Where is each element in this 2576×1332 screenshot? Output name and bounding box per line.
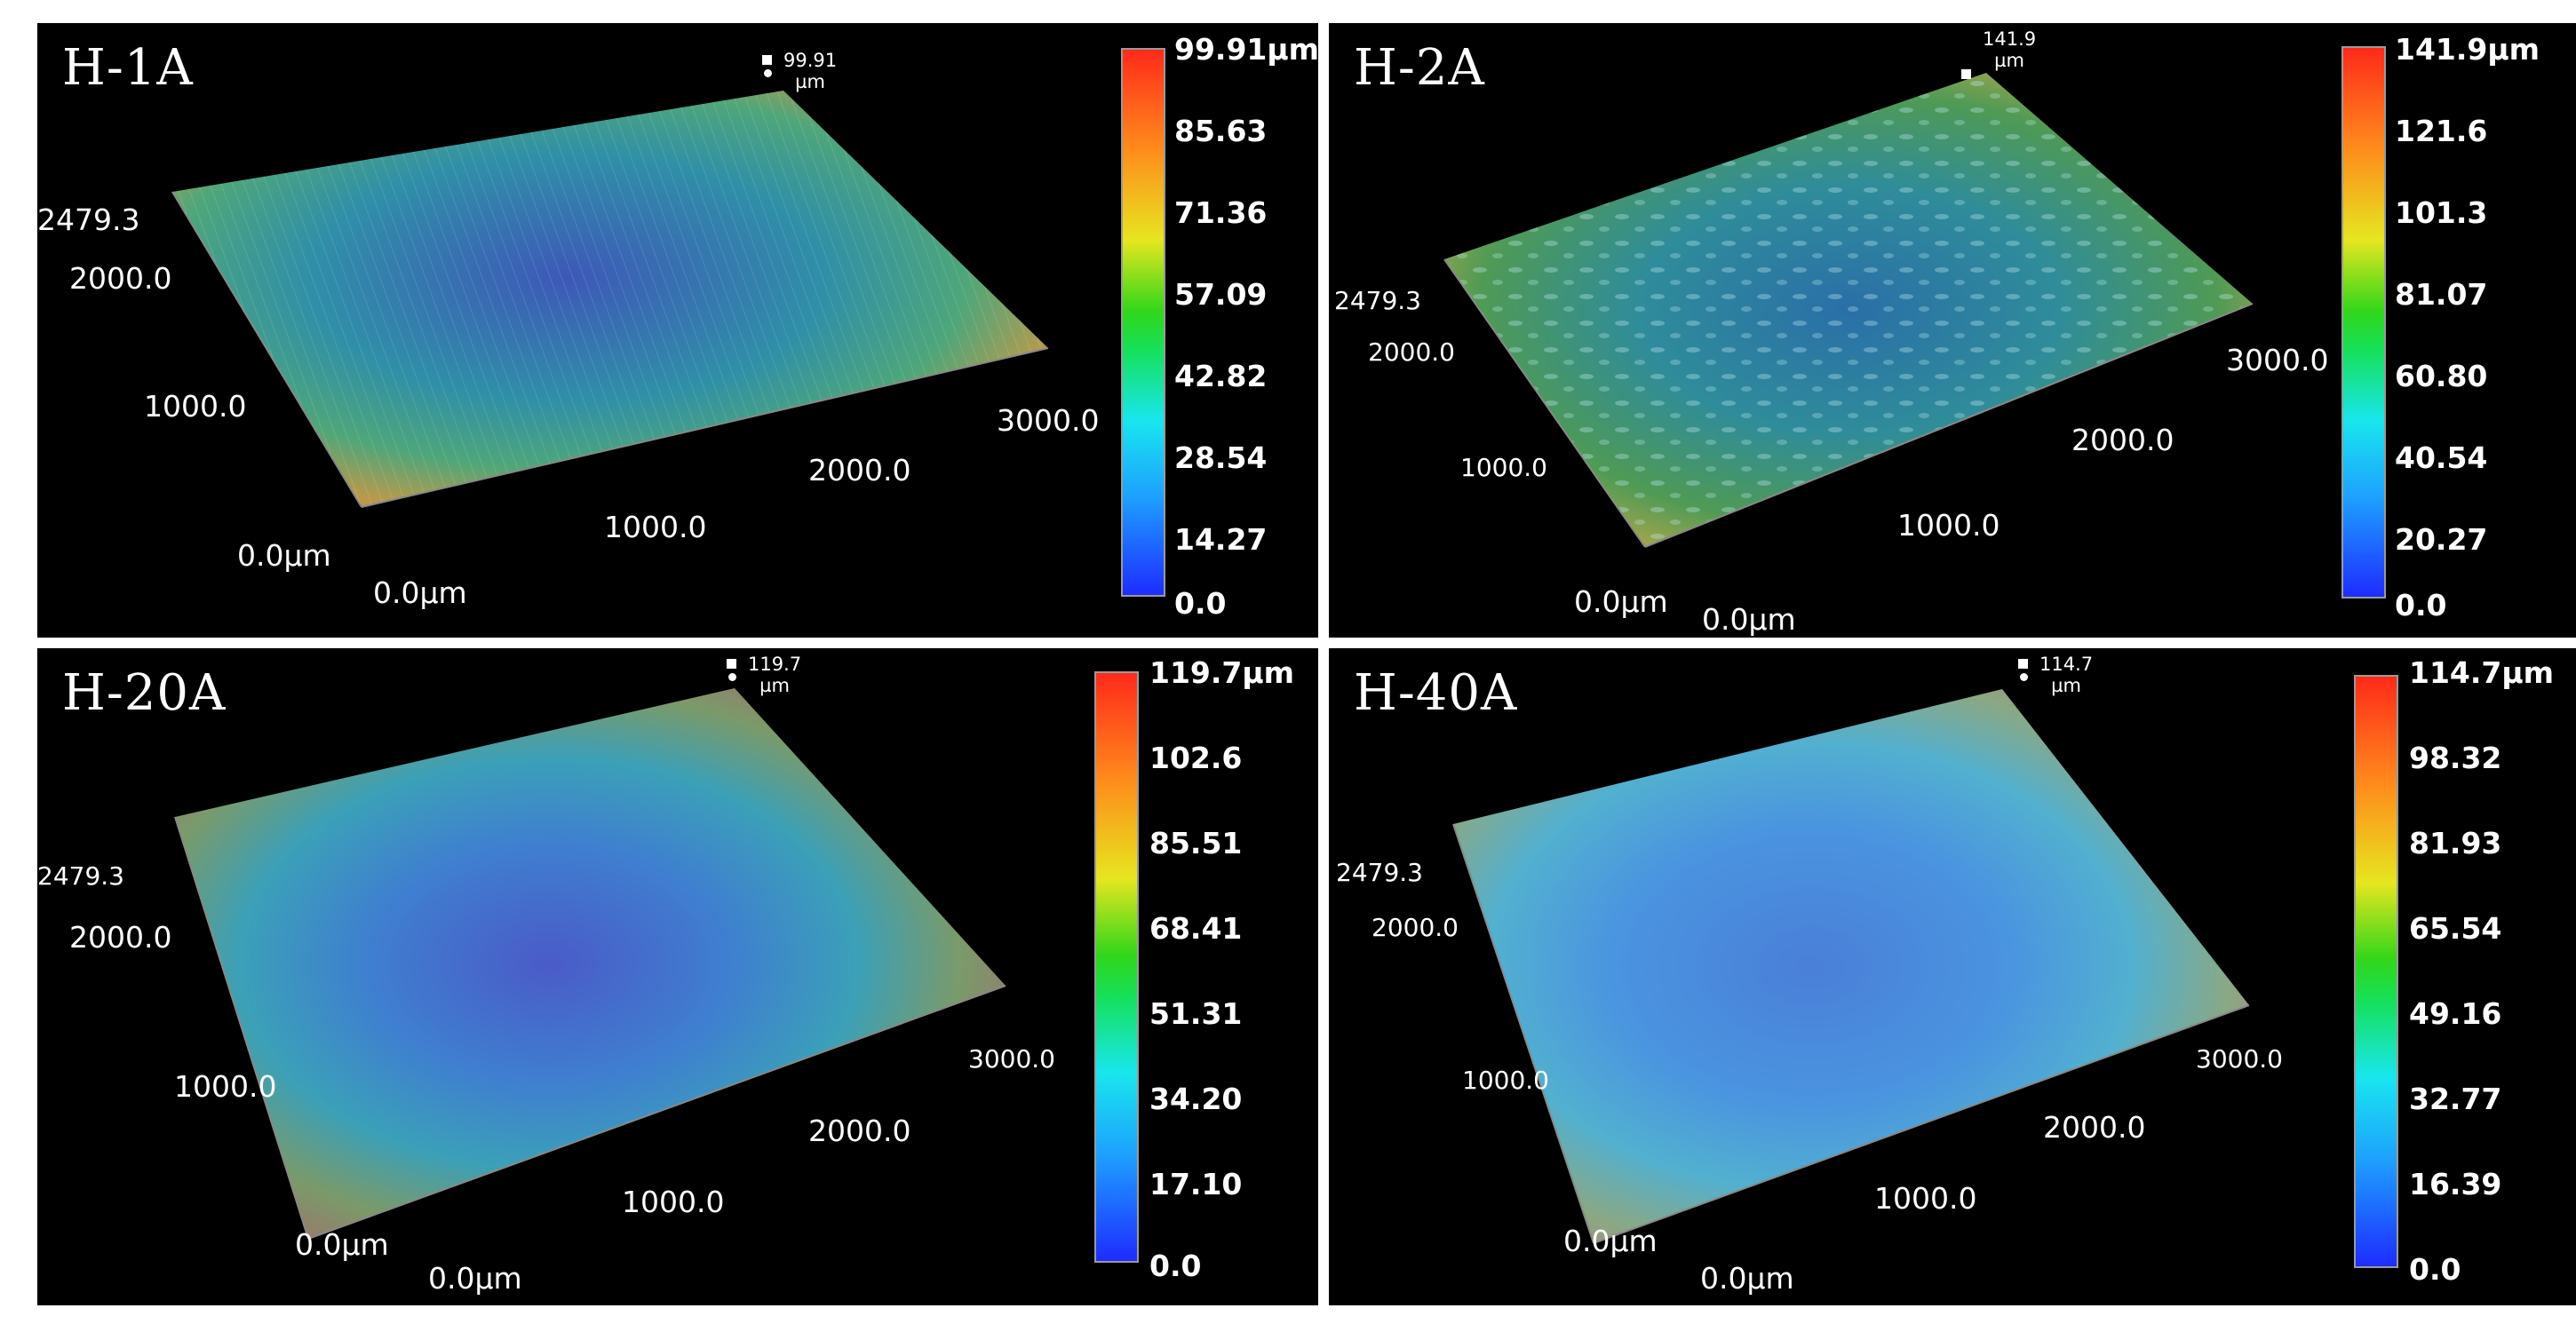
surface-plot bbox=[171, 91, 1049, 508]
color-scale-tick: 85.63 bbox=[1174, 114, 1268, 148]
y-axis-tick: 0.0µm bbox=[237, 538, 331, 573]
x-axis-tick: 1000.0 bbox=[1897, 508, 2000, 543]
color-scale-tick: 71.36 bbox=[1174, 195, 1268, 230]
z-max-label: 119.7 µm bbox=[727, 654, 801, 696]
color-scale-tick: 14.27 bbox=[1174, 522, 1268, 557]
surface-plot bbox=[174, 688, 1006, 1240]
x-axis-tick: 2000.0 bbox=[808, 1114, 911, 1148]
panel-h-2a: H-2A 141.9 µm 2479.3 2000.0 1000.0 0.0µm… bbox=[1329, 23, 2576, 638]
panel-h-20a: H-20A 119.7 µm 2479.3 2000.0 1000.0 0.0µ… bbox=[37, 648, 1318, 1305]
z-axis-marker bbox=[2018, 659, 2028, 669]
color-scale-bar bbox=[1094, 671, 1139, 1263]
color-scale-max: 119.7µm bbox=[1149, 655, 1295, 690]
y-axis-tick: 2479.3 bbox=[37, 861, 124, 891]
x-axis-tick: 1000.0 bbox=[604, 510, 707, 544]
z-axis-marker bbox=[727, 659, 736, 669]
x-axis-tick: 1000.0 bbox=[622, 1185, 725, 1219]
color-scale-tick: 68.41 bbox=[1149, 911, 1243, 946]
color-scale-tick: 17.10 bbox=[1149, 1167, 1243, 1201]
z-max-label: 141.9 µm bbox=[1961, 28, 2036, 79]
y-axis-tick: 0.0µm bbox=[295, 1227, 389, 1262]
x-axis-tick: 0.0µm bbox=[428, 1261, 522, 1296]
y-axis-tick: 1000.0 bbox=[174, 1069, 277, 1104]
panel-h-1a: H-1A 99.91 µm 2479.3 2000.0 1000.0 0.0µm… bbox=[37, 23, 1318, 638]
color-scale-tick: 102.6 bbox=[1149, 741, 1243, 775]
color-scale-tick: 57.09 bbox=[1174, 277, 1268, 312]
x-axis-tick: 2000.0 bbox=[2071, 423, 2174, 457]
y-axis-tick: 2000.0 bbox=[1371, 913, 1459, 942]
x-axis-tick: 0.0µm bbox=[373, 575, 467, 610]
sample-title: H-2A bbox=[1354, 39, 1485, 97]
panel-h-40a: H-40A 114.7 µm 2479.3 2000.0 1000.0 0.0µ… bbox=[1329, 648, 2576, 1305]
x-axis-tick: 1000.0 bbox=[1874, 1181, 1977, 1216]
color-scale-tick: 20.27 bbox=[2395, 522, 2488, 557]
sample-title: H-20A bbox=[62, 664, 227, 722]
color-scale-tick: 28.54 bbox=[1174, 440, 1268, 475]
y-axis-tick: 1000.0 bbox=[1462, 1066, 1549, 1095]
y-axis-tick: 1000.0 bbox=[1460, 453, 1547, 482]
y-axis-tick: 2479.3 bbox=[1334, 286, 1421, 315]
x-axis-tick: 3000.0 bbox=[2196, 1044, 2283, 1074]
y-axis-tick: 2000.0 bbox=[69, 920, 172, 955]
color-scale-tick: 49.16 bbox=[2409, 996, 2502, 1031]
y-axis-tick: 2000.0 bbox=[1368, 337, 1455, 367]
height-surface bbox=[1453, 689, 2249, 1243]
color-scale-tick: 65.54 bbox=[2409, 911, 2502, 946]
color-scale-min: 0.0 bbox=[2395, 588, 2447, 622]
color-scale-tick: 32.77 bbox=[2409, 1082, 2502, 1116]
color-scale-tick: 98.32 bbox=[2409, 741, 2502, 775]
color-scale-tick: 85.51 bbox=[1149, 826, 1243, 860]
x-axis-tick: 3000.0 bbox=[968, 1044, 1055, 1074]
y-axis-tick: 2000.0 bbox=[69, 261, 172, 296]
color-scale-tick: 40.54 bbox=[2395, 440, 2488, 475]
color-scale-bar bbox=[1121, 48, 1165, 597]
color-scale-tick: 16.39 bbox=[2409, 1167, 2502, 1201]
color-scale-max: 114.7µm bbox=[2409, 655, 2555, 690]
x-axis-tick: 0.0µm bbox=[1702, 602, 1796, 637]
color-scale-tick: 34.20 bbox=[1149, 1082, 1243, 1116]
surface-plot bbox=[1443, 73, 2254, 548]
sample-title: H-40A bbox=[1354, 664, 1518, 722]
z-max-label: 99.91 µm bbox=[762, 50, 837, 92]
color-scale-tick: 81.93 bbox=[2409, 826, 2502, 860]
color-scale-bar bbox=[2354, 675, 2398, 1268]
color-scale-bar bbox=[2341, 46, 2386, 599]
color-scale-min: 0.0 bbox=[1149, 1249, 1202, 1283]
y-axis-tick: 0.0µm bbox=[1574, 584, 1668, 619]
color-scale-tick: 81.07 bbox=[2395, 277, 2488, 312]
color-scale-min: 0.0 bbox=[2409, 1252, 2461, 1287]
color-scale-tick: 60.80 bbox=[2395, 359, 2488, 393]
height-surface bbox=[175, 688, 1006, 1239]
color-scale-tick: 101.3 bbox=[2395, 195, 2488, 230]
x-axis-tick: 2000.0 bbox=[808, 453, 911, 488]
y-axis-tick: 1000.0 bbox=[144, 389, 247, 424]
y-axis-tick: 0.0µm bbox=[1563, 1224, 1658, 1258]
z-axis-marker bbox=[762, 55, 772, 65]
color-scale-max: 141.9µm bbox=[2395, 32, 2540, 67]
y-axis-tick: 2479.3 bbox=[1336, 858, 1423, 887]
surface-plot bbox=[1452, 689, 2250, 1244]
color-scale-tick: 42.82 bbox=[1174, 359, 1268, 393]
y-axis-tick: 2479.3 bbox=[37, 202, 140, 237]
x-axis-tick: 0.0µm bbox=[1700, 1261, 1794, 1296]
color-scale-tick: 51.31 bbox=[1149, 996, 1243, 1031]
x-axis-tick: 3000.0 bbox=[997, 403, 1100, 438]
color-scale-max: 99.91µm bbox=[1174, 32, 1318, 67]
x-axis-tick: 2000.0 bbox=[2043, 1110, 2146, 1145]
color-scale-min: 0.0 bbox=[1174, 586, 1227, 621]
z-axis-marker bbox=[1961, 69, 1971, 79]
sample-title: H-1A bbox=[62, 39, 194, 97]
x-axis-tick: 3000.0 bbox=[2226, 343, 2329, 377]
color-scale-tick: 121.6 bbox=[2395, 114, 2488, 148]
z-max-label: 114.7 µm bbox=[2018, 654, 2093, 696]
